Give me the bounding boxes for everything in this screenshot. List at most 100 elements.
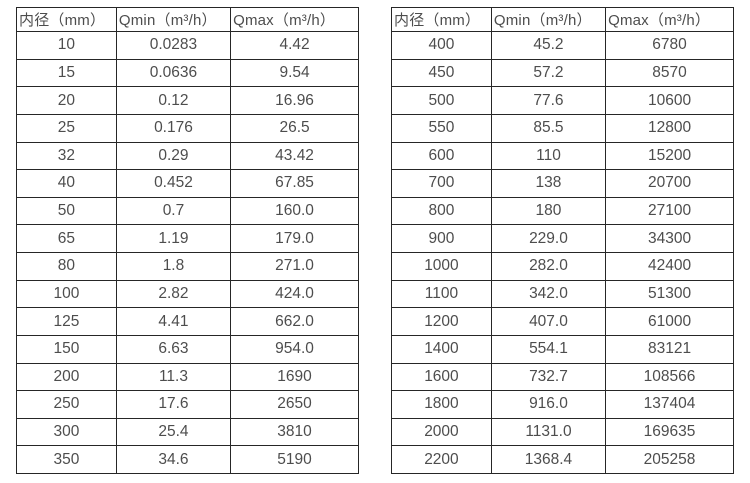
table-row: 20 0.12 16.96 bbox=[16, 86, 359, 115]
table-row: 2000 1131.0 169635 bbox=[391, 417, 734, 447]
table-row: 1000 282.0 42400 bbox=[391, 252, 734, 281]
diameter-cell: 20 bbox=[16, 86, 117, 115]
table-row: 500 77.6 10600 bbox=[391, 86, 734, 115]
qmin-cell: 1131.0 bbox=[490, 417, 607, 447]
diameter-cell: 600 bbox=[391, 141, 492, 171]
table-row: 300 25.4 3810 bbox=[16, 417, 359, 447]
diameter-cell: 2200 bbox=[391, 445, 492, 474]
diameter-cell: 25 bbox=[16, 113, 117, 143]
table-row: 1100 342.0 51300 bbox=[391, 279, 734, 309]
qmax-cell: 51300 bbox=[605, 279, 734, 309]
table-row: 10 0.0283 4.42 bbox=[16, 31, 359, 60]
table-row: 40 0.452 67.85 bbox=[16, 169, 359, 198]
diameter-cell: 450 bbox=[391, 58, 492, 88]
diameter-cell: 10 bbox=[16, 31, 117, 60]
diameter-cell: 1200 bbox=[391, 307, 492, 336]
qmax-cell: 2650 bbox=[230, 390, 359, 419]
qmax-cell: 954.0 bbox=[230, 334, 359, 364]
diameter-cell: 200 bbox=[16, 362, 117, 392]
table-row: 350 34.6 5190 bbox=[16, 445, 359, 474]
qmax-cell: 4.42 bbox=[230, 31, 359, 60]
qmax-cell: 26.5 bbox=[230, 113, 359, 143]
table-row: 25 0.176 26.5 bbox=[16, 113, 359, 143]
diameter-cell: 1100 bbox=[391, 279, 492, 309]
table-row: 100 2.82 424.0 bbox=[16, 279, 359, 309]
table-row: 250 17.6 2650 bbox=[16, 390, 359, 419]
qmin-cell: 180 bbox=[490, 196, 607, 226]
qmin-cell: 0.29 bbox=[115, 141, 232, 171]
qmin-cell: 25.4 bbox=[115, 417, 232, 447]
qmax-cell: 169635 bbox=[605, 417, 734, 447]
table-row: 2200 1368.4 205258 bbox=[391, 445, 734, 474]
diameter-cell: 150 bbox=[16, 334, 117, 364]
qmin-cell: 732.7 bbox=[490, 362, 607, 392]
qmax-cell: 179.0 bbox=[230, 224, 359, 253]
diameter-cell: 300 bbox=[16, 417, 117, 447]
diameter-cell: 50 bbox=[16, 196, 117, 226]
qmin-cell: 0.176 bbox=[115, 113, 232, 143]
diameter-cell: 100 bbox=[16, 279, 117, 309]
diameter-cell: 125 bbox=[16, 307, 117, 336]
qmin-cell: 554.1 bbox=[490, 334, 607, 364]
qmin-cell: 57.2 bbox=[490, 58, 607, 88]
qmin-cell: 229.0 bbox=[490, 224, 607, 253]
qmin-cell: 11.3 bbox=[115, 362, 232, 392]
header-qmax: Qmax（m³/h） bbox=[605, 7, 734, 32]
qmax-cell: 67.85 bbox=[230, 169, 359, 198]
header-row: 内径（mm） Qmin（m³/h） Qmax（m³/h） bbox=[391, 7, 734, 32]
table-row: 1400 554.1 83121 bbox=[391, 334, 734, 364]
qmin-cell: 2.82 bbox=[115, 279, 232, 309]
qmax-cell: 160.0 bbox=[230, 196, 359, 226]
qmax-cell: 137404 bbox=[605, 390, 734, 419]
qmax-cell: 83121 bbox=[605, 334, 734, 364]
table-row: 1200 407.0 61000 bbox=[391, 307, 734, 336]
diameter-cell: 400 bbox=[391, 31, 492, 60]
qmax-cell: 108566 bbox=[605, 362, 734, 392]
header-diameter: 内径（mm） bbox=[391, 7, 492, 32]
table-row: 32 0.29 43.42 bbox=[16, 141, 359, 171]
table-row: 600 110 15200 bbox=[391, 141, 734, 171]
table-row: 900 229.0 34300 bbox=[391, 224, 734, 253]
diameter-cell: 250 bbox=[16, 390, 117, 419]
qmin-cell: 1.19 bbox=[115, 224, 232, 253]
qmax-cell: 16.96 bbox=[230, 86, 359, 115]
header-diameter: 内径（mm） bbox=[16, 7, 117, 32]
qmax-cell: 20700 bbox=[605, 169, 734, 198]
qmax-cell: 662.0 bbox=[230, 307, 359, 336]
table-row: 200 11.3 1690 bbox=[16, 362, 359, 392]
qmax-cell: 15200 bbox=[605, 141, 734, 171]
table-row: 550 85.5 12800 bbox=[391, 113, 734, 143]
qmax-cell: 205258 bbox=[605, 445, 734, 474]
qmax-cell: 271.0 bbox=[230, 252, 359, 281]
table-row: 1600 732.7 108566 bbox=[391, 362, 734, 392]
diameter-cell: 800 bbox=[391, 196, 492, 226]
diameter-cell: 65 bbox=[16, 224, 117, 253]
diameter-cell: 900 bbox=[391, 224, 492, 253]
table-row: 50 0.7 160.0 bbox=[16, 196, 359, 226]
diameter-cell: 1400 bbox=[391, 334, 492, 364]
qmin-cell: 0.12 bbox=[115, 86, 232, 115]
header-row: 内径（mm） Qmin（m³/h） Qmax（m³/h） bbox=[16, 7, 359, 32]
header-qmax: Qmax（m³/h） bbox=[230, 7, 359, 32]
header-qmin: Qmin（m³/h） bbox=[490, 7, 607, 32]
qmin-cell: 45.2 bbox=[490, 31, 607, 60]
diameter-cell: 1000 bbox=[391, 252, 492, 281]
diameter-cell: 80 bbox=[16, 252, 117, 281]
diameter-cell: 32 bbox=[16, 141, 117, 171]
qmin-cell: 0.0283 bbox=[115, 31, 232, 60]
diameter-cell: 1600 bbox=[391, 362, 492, 392]
table-row: 80 1.8 271.0 bbox=[16, 252, 359, 281]
table-row: 450 57.2 8570 bbox=[391, 58, 734, 88]
qmax-cell: 1690 bbox=[230, 362, 359, 392]
qmax-cell: 34300 bbox=[605, 224, 734, 253]
diameter-cell: 1800 bbox=[391, 390, 492, 419]
qmin-cell: 34.6 bbox=[115, 445, 232, 474]
diameter-cell: 500 bbox=[391, 86, 492, 115]
qmin-cell: 282.0 bbox=[490, 252, 607, 281]
qmax-cell: 5190 bbox=[230, 445, 359, 474]
qmin-cell: 407.0 bbox=[490, 307, 607, 336]
diameter-cell: 40 bbox=[16, 169, 117, 198]
qmin-cell: 0.0636 bbox=[115, 58, 232, 88]
flow-spec-table-small: 内径（mm） Qmin（m³/h） Qmax（m³/h） 10 0.0283 4.4… bbox=[16, 7, 359, 474]
